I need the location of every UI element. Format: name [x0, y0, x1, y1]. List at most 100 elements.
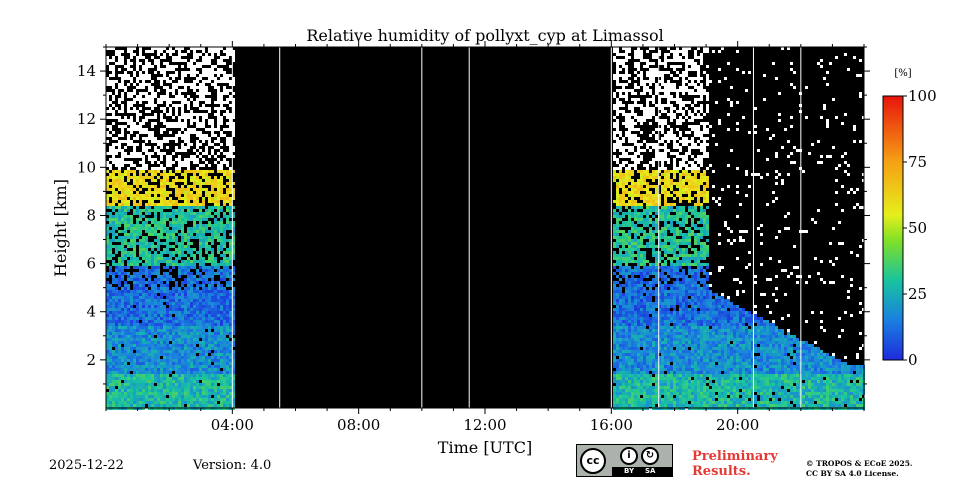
rh-cell: [205, 392, 208, 395]
rh-cell: [211, 236, 214, 239]
rh-cell: [640, 359, 643, 362]
rh-cell: [154, 359, 157, 362]
rh-cell: [166, 65, 169, 68]
rh-cell: [187, 194, 190, 197]
rh-cell: [640, 275, 643, 278]
rh-cell: [121, 119, 124, 122]
rh-cell: [619, 290, 622, 293]
rh-cell: [148, 251, 151, 254]
rh-cell: [202, 152, 205, 155]
rh-cell: [163, 47, 166, 50]
rh-cell: [157, 77, 160, 80]
rh-cell: [640, 329, 643, 332]
rh-cell: [115, 221, 118, 224]
rh-cell: [124, 140, 127, 143]
rh-cell: [187, 353, 190, 356]
rh-cell: [625, 353, 628, 356]
rh-cell: [112, 197, 115, 200]
rh-cell: [151, 395, 154, 398]
rh-cell: [199, 347, 202, 350]
rh-cell: [634, 374, 637, 377]
rh-cell: [232, 224, 235, 227]
rh-cell: [613, 299, 616, 302]
rh-cell: [211, 242, 214, 245]
rh-cell: [211, 290, 214, 293]
rh-cell: [643, 386, 646, 389]
rh-cell: [124, 230, 127, 233]
rh-cell: [178, 293, 181, 296]
rh-cell: [214, 398, 217, 401]
rh-cell: [211, 284, 214, 287]
rh-cell: [163, 137, 166, 140]
rh-cell: [184, 356, 187, 359]
rh-cell: [133, 128, 136, 131]
rh-cell: [613, 266, 616, 269]
rh-cell: [148, 329, 151, 332]
rh-cell: [625, 116, 628, 119]
rh-cell: [196, 116, 199, 119]
rh-cell: [205, 317, 208, 320]
rh-cell: [619, 380, 622, 383]
rh-cell: [124, 401, 127, 404]
rh-cell: [628, 305, 631, 308]
rh-cell: [178, 329, 181, 332]
rh-cell: [142, 242, 145, 245]
rh-cell: [106, 227, 109, 230]
rh-cell: [130, 230, 133, 233]
rh-cell: [157, 374, 160, 377]
rh-cell: [202, 320, 205, 323]
rh-cell: [160, 392, 163, 395]
rh-cell: [196, 203, 199, 206]
rh-cell: [637, 308, 640, 311]
rh-cell: [166, 374, 169, 377]
rh-cell: [229, 341, 232, 344]
rh-cell: [130, 368, 133, 371]
rh-cell: [226, 215, 229, 218]
rh-cell: [169, 185, 172, 188]
rh-cell: [163, 173, 166, 176]
rh-cell: [187, 323, 190, 326]
rh-cell: [211, 152, 214, 155]
rh-cell: [112, 332, 115, 335]
rh-cell: [133, 266, 136, 269]
rh-cell: [166, 242, 169, 245]
rh-cell: [628, 278, 631, 281]
rh-cell: [193, 296, 196, 299]
rh-cell: [223, 380, 226, 383]
rh-cell: [133, 137, 136, 140]
rh-cell: [190, 74, 193, 77]
rh-cell: [208, 200, 211, 203]
rh-cell: [232, 389, 235, 392]
rh-cell: [178, 179, 181, 182]
rh-cell: [190, 176, 193, 179]
rh-cell: [154, 71, 157, 74]
rh-cell: [115, 281, 118, 284]
rh-cell: [625, 356, 628, 359]
rh-cell: [118, 356, 121, 359]
rh-cell: [178, 341, 181, 344]
rh-cell: [220, 98, 223, 101]
rh-cell: [613, 257, 616, 260]
rh-cell: [166, 218, 169, 221]
rh-cell: [109, 167, 112, 170]
rh-cell: [613, 230, 616, 233]
rh-cell: [193, 212, 196, 215]
rh-cell: [628, 266, 631, 269]
rh-cell: [622, 203, 625, 206]
rh-cell: [130, 341, 133, 344]
rh-cell: [130, 47, 133, 50]
rh-cell: [181, 47, 184, 50]
rh-cell: [145, 149, 148, 152]
rh-cell: [634, 395, 637, 398]
rh-cell: [640, 119, 643, 122]
rh-cell: [121, 308, 124, 311]
rh-cell: [157, 314, 160, 317]
rh-cell: [163, 332, 166, 335]
rh-cell: [175, 395, 178, 398]
rh-cell: [202, 368, 205, 371]
rh-cell: [184, 281, 187, 284]
rh-cell: [166, 332, 169, 335]
rh-cell: [151, 296, 154, 299]
rh-cell: [157, 311, 160, 314]
rh-cell: [637, 233, 640, 236]
